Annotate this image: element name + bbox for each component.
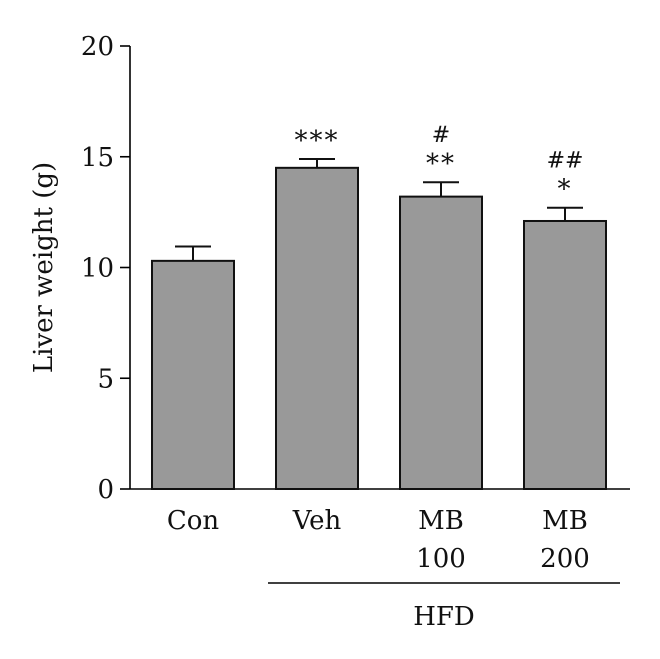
y-tick-label: 15 (81, 143, 114, 173)
bars (151, 166, 607, 491)
hfd-group-label: HFD (413, 602, 475, 632)
y-tick-label: 0 (97, 475, 114, 505)
significance-hash-3: ## (547, 149, 584, 174)
y-axis: 0 5 10 15 20 (81, 32, 131, 505)
error-bar-2 (423, 181, 459, 197)
x-tick-labels: Con Veh MB 100 MB 200 (167, 506, 590, 574)
y-tick-label: 20 (81, 32, 114, 62)
x-tick-label-3-line2: 200 (540, 544, 590, 574)
y-axis-label: Liver weight (g) (29, 162, 59, 373)
bar-3 (523, 219, 607, 491)
error-bar-1 (299, 157, 335, 168)
bar-1 (275, 166, 359, 490)
significance-star-1: *** (295, 126, 340, 156)
significance-hash-2: # (432, 123, 450, 148)
y-tick-label: 5 (97, 364, 114, 394)
bar-0 (151, 259, 235, 491)
y-tick-label: 10 (81, 254, 114, 284)
x-tick-label-3: MB (542, 506, 588, 536)
error-bar-0 (175, 245, 211, 261)
x-tick-label-2-line2: 100 (416, 544, 466, 574)
x-tick-label-0: Con (167, 506, 220, 536)
x-tick-label-1: Veh (292, 506, 342, 536)
bar-2 (399, 195, 483, 490)
x-tick-label-2: MB (418, 506, 464, 536)
error-bar-3 (547, 206, 583, 221)
error-bars (175, 157, 583, 261)
significance-star-3: * (558, 175, 573, 205)
significance-markers: *****#*## (295, 123, 584, 204)
significance-star-2: ** (426, 149, 456, 179)
